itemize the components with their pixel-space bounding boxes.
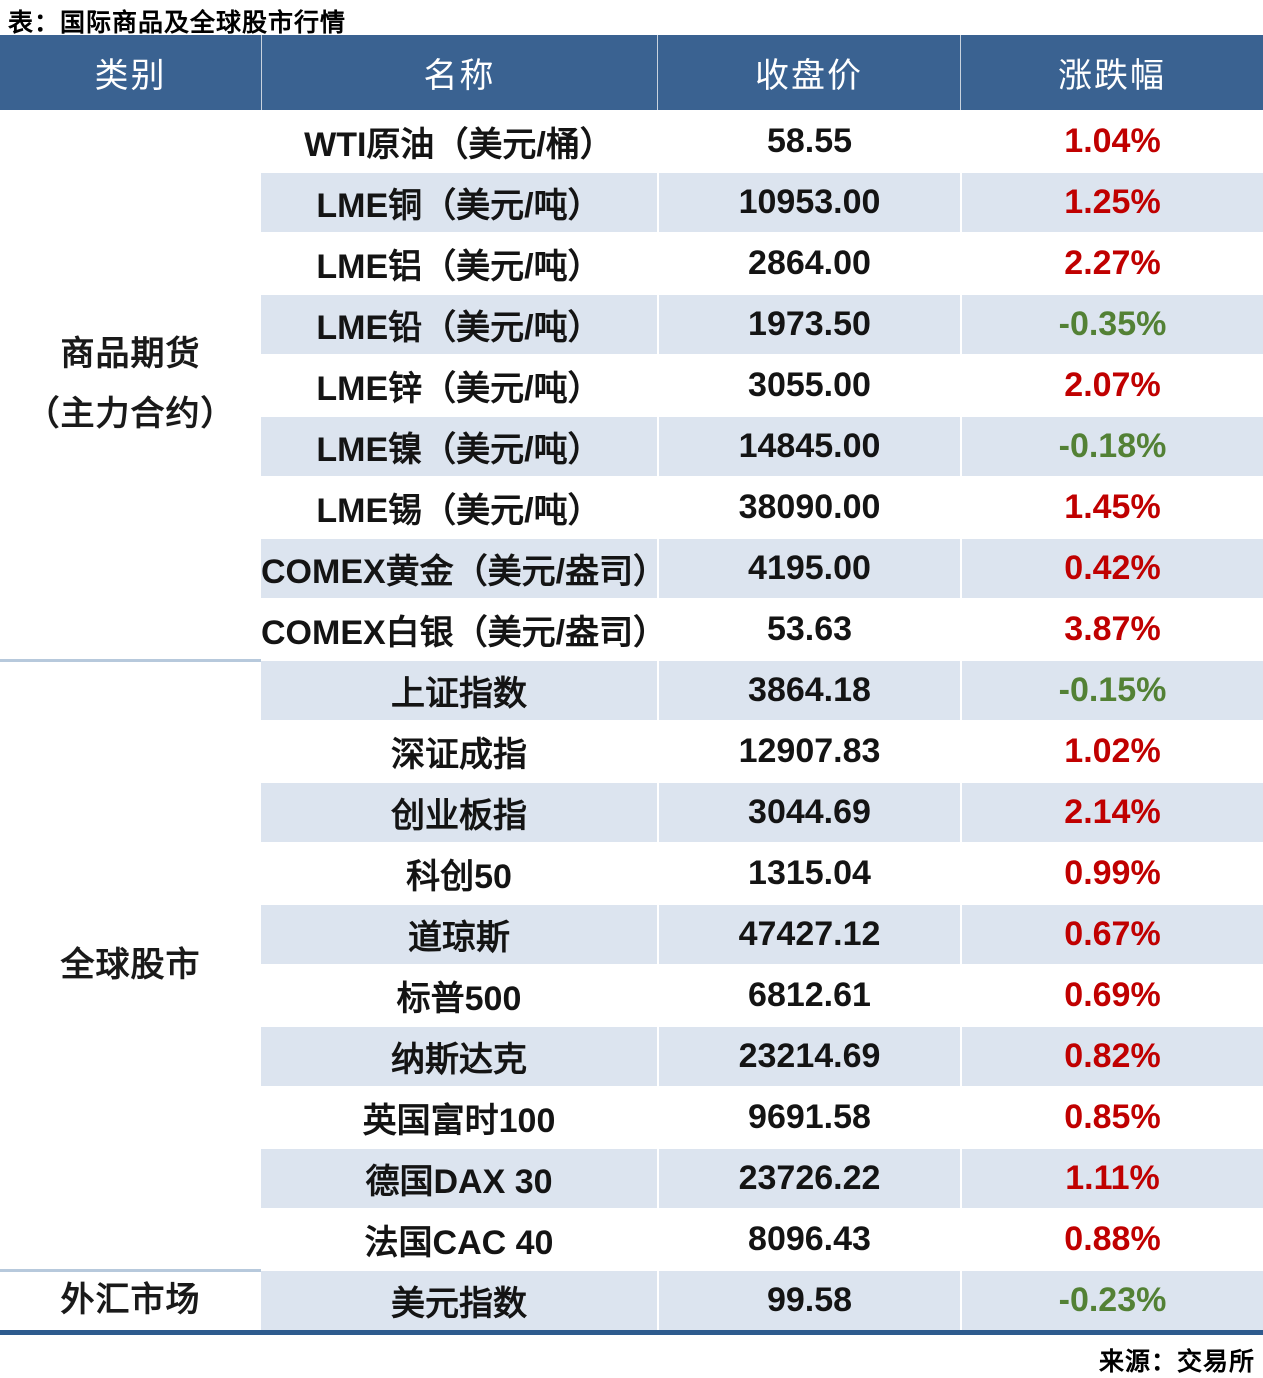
change-percent: 3.87% xyxy=(960,600,1263,659)
change-percent: 1.45% xyxy=(960,478,1263,537)
table-row: 道琼斯 47427.12 0.67% xyxy=(261,903,1263,964)
table-row: LME铅（美元/吨） 1973.50 -0.35% xyxy=(261,293,1263,354)
table-row: 创业板指 3044.69 2.14% xyxy=(261,781,1263,842)
header-category: 类别 xyxy=(94,58,167,95)
change-percent: 2.14% xyxy=(960,783,1263,842)
instrument-name: LME锡（美元/吨） xyxy=(261,478,657,537)
close-price: 47427.12 xyxy=(657,905,960,964)
page-title: 表：国际商品及全球股市行情 xyxy=(8,9,347,37)
close-price: 10953.00 xyxy=(657,173,960,232)
table-row: LME镍（美元/吨） 14845.00 -0.18% xyxy=(261,415,1263,476)
instrument-name: 科创50 xyxy=(261,844,657,903)
change-percent: 0.69% xyxy=(960,966,1263,1025)
change-percent: 1.25% xyxy=(960,173,1263,232)
change-percent: 0.99% xyxy=(960,844,1263,903)
instrument-name: 标普500 xyxy=(261,966,657,1025)
table-row: 纳斯达克 23214.69 0.82% xyxy=(261,1025,1263,1086)
instrument-name: LME锌（美元/吨） xyxy=(261,356,657,415)
table-row: 法国CAC 40 8096.43 0.88% xyxy=(261,1208,1263,1269)
header-change-percent: 涨跌幅 xyxy=(960,35,1263,110)
close-price: 1315.04 xyxy=(657,844,960,903)
close-price: 58.55 xyxy=(657,112,960,171)
change-percent: 0.88% xyxy=(960,1210,1263,1269)
change-percent: 0.85% xyxy=(960,1088,1263,1147)
close-price: 1973.50 xyxy=(657,295,960,354)
table-row: LME锡（美元/吨） 38090.00 1.45% xyxy=(261,476,1263,537)
close-price: 6812.61 xyxy=(657,966,960,1025)
table-row: 英国富时100 9691.58 0.85% xyxy=(261,1086,1263,1147)
close-price: 4195.00 xyxy=(657,539,960,598)
change-percent: 1.04% xyxy=(960,112,1263,171)
close-price: 99.58 xyxy=(657,1271,960,1330)
change-percent: 0.82% xyxy=(960,1027,1263,1086)
instrument-name: LME铅（美元/吨） xyxy=(261,295,657,354)
table-row: COMEX黄金（美元/盎司） 4195.00 0.42% xyxy=(261,537,1263,598)
close-price: 53.63 xyxy=(657,600,960,659)
close-price: 3055.00 xyxy=(657,356,960,415)
table-row: 深证成指 12907.83 1.02% xyxy=(261,720,1263,781)
header-close-price: 收盘价 xyxy=(657,35,960,110)
category-cell: 商品期货 （主力合约） xyxy=(25,335,236,433)
change-percent: 2.07% xyxy=(960,356,1263,415)
change-percent: 1.02% xyxy=(960,722,1263,781)
instrument-name: LME铜（美元/吨） xyxy=(261,173,657,232)
change-percent: -0.35% xyxy=(960,295,1263,354)
close-price: 3044.69 xyxy=(657,783,960,842)
change-percent: -0.23% xyxy=(960,1271,1263,1330)
table-row: 上证指数 3864.18 -0.15% xyxy=(261,659,1263,720)
rows-container: WTI原油（美元/桶） 58.55 1.04% LME铜（美元/吨） 10953.00 1… xyxy=(261,110,1263,1330)
category-column: 商品期货 （主力合约） 全球股市 外汇市场 xyxy=(0,110,261,1330)
table-header: 类别 名称 收盘价 涨跌幅 xyxy=(0,35,1263,110)
close-price: 2864.00 xyxy=(657,234,960,293)
change-percent: -0.18% xyxy=(960,417,1263,476)
change-percent: 2.27% xyxy=(960,234,1263,293)
table-row: LME锌（美元/吨） 3055.00 2.07% xyxy=(261,354,1263,415)
instrument-name: COMEX黄金（美元/盎司） xyxy=(261,539,667,598)
table-row: 标普500 6812.61 0.69% xyxy=(261,964,1263,1025)
source-note: 来源：交易所 xyxy=(1098,1348,1255,1376)
close-price: 8096.43 xyxy=(657,1210,960,1269)
instrument-name: 上证指数 xyxy=(261,661,657,720)
close-price: 23214.69 xyxy=(657,1027,960,1086)
category-cell: 全球股市 xyxy=(0,659,261,1269)
market-table: 类别 名称 收盘价 涨跌幅 商品期货 （主力合约） 全球股市 外汇市场 WTI原油（美… xyxy=(0,35,1263,1335)
change-percent: -0.15% xyxy=(960,661,1263,720)
instrument-name: 英国富时100 xyxy=(261,1088,657,1147)
change-percent: 0.42% xyxy=(960,539,1263,598)
close-price: 14845.00 xyxy=(657,417,960,476)
instrument-name: 深证成指 xyxy=(261,722,657,781)
table-row: LME铝（美元/吨） 2864.00 2.27% xyxy=(261,232,1263,293)
instrument-name: 美元指数 xyxy=(261,1271,657,1330)
change-percent: 0.67% xyxy=(960,905,1263,964)
instrument-name: COMEX白银（美元/盎司） xyxy=(261,600,667,659)
table-row: 美元指数 99.58 -0.23% xyxy=(261,1269,1263,1330)
instrument-name: LME镍（美元/吨） xyxy=(261,417,657,476)
table-row: 德国DAX 30 23726.22 1.11% xyxy=(261,1147,1263,1208)
close-price: 9691.58 xyxy=(657,1088,960,1147)
change-percent: 1.11% xyxy=(960,1149,1263,1208)
table-row: 科创50 1315.04 0.99% xyxy=(261,842,1263,903)
instrument-name: 创业板指 xyxy=(261,783,657,842)
table-row: WTI原油（美元/桶） 58.55 1.04% xyxy=(261,110,1263,171)
instrument-name: 法国CAC 40 xyxy=(261,1210,657,1269)
category-cell: 外汇市场 xyxy=(0,1269,261,1330)
header-name: 名称 xyxy=(261,35,657,110)
instrument-name: LME铝（美元/吨） xyxy=(261,234,657,293)
table-row: LME铜（美元/吨） 10953.00 1.25% xyxy=(261,171,1263,232)
close-price: 38090.00 xyxy=(657,478,960,537)
table-body: 商品期货 （主力合约） 全球股市 外汇市场 WTI原油（美元/桶） 58.55 1.04%… xyxy=(0,110,1263,1330)
table-row: COMEX白银（美元/盎司） 53.63 3.87% xyxy=(261,598,1263,659)
close-price: 3864.18 xyxy=(657,661,960,720)
instrument-name: 纳斯达克 xyxy=(261,1027,657,1086)
close-price: 23726.22 xyxy=(657,1149,960,1208)
instrument-name: 德国DAX 30 xyxy=(261,1149,657,1208)
instrument-name: 道琼斯 xyxy=(261,905,657,964)
instrument-name: WTI原油（美元/桶） xyxy=(261,112,657,171)
close-price: 12907.83 xyxy=(657,722,960,781)
